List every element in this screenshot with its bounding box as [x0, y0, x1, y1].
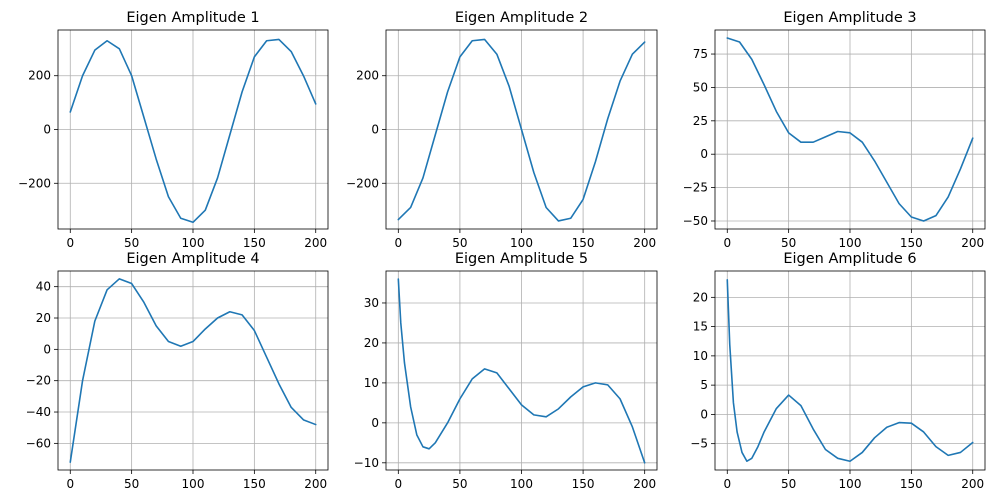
- x-tick-label: 0: [723, 236, 731, 250]
- panel-title: Eigen Amplitude 1: [126, 10, 259, 26]
- x-tick-label: 150: [900, 477, 923, 491]
- y-tick-label: 5: [700, 378, 708, 392]
- x-tick-label: 150: [243, 236, 266, 250]
- x-tick-label: 0: [394, 477, 402, 491]
- series-line: [69, 38, 317, 224]
- x-tick-label: 150: [572, 477, 595, 491]
- x-tick-label: 100: [510, 236, 533, 250]
- y-tick-label: 0: [371, 416, 379, 430]
- x-tick-label: 0: [66, 477, 74, 491]
- y-tick-label: 10: [364, 376, 379, 390]
- y-tick-label: 10: [693, 349, 708, 363]
- y-tick-label: −200: [346, 176, 379, 190]
- x-tick-label: 100: [510, 477, 533, 491]
- x-tick-label: 200: [304, 477, 327, 491]
- panel-title: Eigen Amplitude 4: [126, 251, 259, 267]
- x-tick-label: 200: [961, 236, 984, 250]
- y-tick-label: 20: [36, 311, 51, 325]
- x-tick-label: 200: [633, 477, 656, 491]
- y-tick-label: −200: [18, 176, 51, 190]
- x-tick-label: 50: [124, 477, 139, 491]
- panel-2: 0 50 100 150 200 −200 0 200 Eigen Amplitude 2: [346, 10, 658, 250]
- y-tick-label: −60: [26, 436, 51, 450]
- panel-6: 0 50 100 150 200 −5 0 5 10 15 20 Eigen Amplitude 6: [690, 251, 986, 491]
- y-tick-label: 75: [693, 47, 708, 61]
- y-tick-label: −25: [683, 181, 708, 195]
- x-tick-label: 100: [182, 477, 205, 491]
- x-tick-label: 200: [304, 236, 327, 250]
- y-tick-label: −50: [683, 214, 708, 228]
- panel-4: 0 50 100 150 200 −60 −40 −20 0 20 40 Eigen Amplitud…: [26, 251, 329, 491]
- series-line: [397, 278, 646, 464]
- y-tick-label: 0: [700, 147, 708, 161]
- panel-title: Eigen Amplitude 5: [455, 251, 588, 267]
- series-line: [69, 278, 317, 463]
- y-tick-label: 15: [693, 320, 708, 334]
- y-tick-label: 20: [364, 336, 379, 350]
- x-tick-label: 100: [839, 236, 862, 250]
- panel-title: Eigen Amplitude 2: [455, 10, 588, 26]
- y-tick-label: 0: [43, 123, 51, 137]
- y-tick-label: 40: [36, 280, 51, 294]
- y-tick-label: −10: [354, 456, 379, 470]
- y-tick-label: 50: [693, 80, 708, 94]
- series-line: [726, 278, 974, 463]
- x-tick-label: 50: [781, 236, 796, 250]
- panel-title: Eigen Amplitude 3: [783, 10, 916, 26]
- x-tick-label: 50: [781, 477, 796, 491]
- x-tick-label: 0: [723, 477, 731, 491]
- x-tick-label: 100: [182, 236, 205, 250]
- x-tick-label: 200: [961, 477, 984, 491]
- x-tick-label: 50: [452, 477, 467, 491]
- y-tick-label: 0: [43, 342, 51, 356]
- y-tick-label: 0: [700, 407, 708, 421]
- y-tick-label: 30: [364, 296, 379, 310]
- x-tick-label: 150: [243, 477, 266, 491]
- y-tick-label: 0: [371, 123, 379, 137]
- panel-5: 0 50 100 150 200 −10 0 10 20 30 Eigen Amplitude 5: [354, 251, 658, 491]
- y-tick-label: 20: [693, 290, 708, 304]
- x-tick-label: 150: [900, 236, 923, 250]
- panel-1: 0 50 100 150 200 −200 0 200 Eigen Amplitude 1: [18, 10, 329, 250]
- x-tick-label: 50: [124, 236, 139, 250]
- x-tick-label: 0: [66, 236, 74, 250]
- panel-3: 0 50 100 150 200 −50 −25 0 25 50 75 Eigen Amplitude…: [683, 10, 986, 250]
- x-tick-label: 100: [839, 477, 862, 491]
- y-tick-label: 25: [693, 114, 708, 128]
- x-tick-label: 150: [572, 236, 595, 250]
- y-tick-label: 200: [28, 69, 51, 83]
- series-line: [726, 37, 974, 222]
- y-tick-label: −20: [26, 374, 51, 388]
- series-line: [397, 38, 646, 222]
- x-tick-label: 200: [633, 236, 656, 250]
- x-tick-label: 0: [394, 236, 402, 250]
- y-tick-label: −40: [26, 405, 51, 419]
- y-tick-label: 200: [356, 69, 379, 83]
- panel-title: Eigen Amplitude 6: [783, 251, 916, 267]
- y-tick-label: −5: [690, 437, 708, 451]
- x-tick-label: 50: [452, 236, 467, 250]
